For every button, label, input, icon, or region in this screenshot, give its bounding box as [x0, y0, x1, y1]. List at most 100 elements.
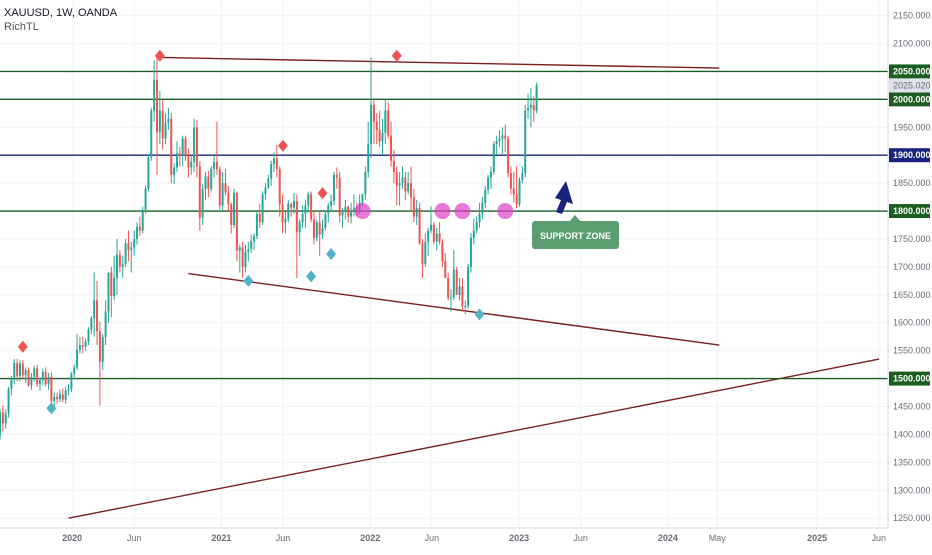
candle-body — [227, 192, 230, 205]
candle-body — [16, 362, 19, 376]
candle-body — [1, 412, 4, 424]
candle-body — [7, 388, 10, 414]
candle-body — [4, 413, 7, 424]
price-axis: 2150.000 2100.000 2050.000 2000.000 1950.000… — [887, 0, 932, 550]
candle-body — [10, 379, 13, 389]
price-tick-label: 1750.000 — [893, 234, 931, 244]
candlestick-series — [0, 57, 538, 441]
candle-body — [264, 187, 267, 195]
candle-body — [318, 222, 321, 235]
candle-body — [324, 213, 327, 228]
chart-header: XAUUSD, 1W, OANDA RichTL — [4, 6, 117, 34]
support-touch-circle — [354, 203, 371, 220]
candle-body — [173, 167, 176, 175]
candle-body — [84, 341, 87, 347]
candle-body — [332, 174, 335, 201]
candle-body — [341, 211, 344, 216]
level-price-tag — [889, 64, 930, 79]
candle-body — [447, 278, 450, 298]
candle-body — [321, 227, 324, 235]
horizontal-levels — [0, 70, 888, 380]
candle-body — [141, 209, 144, 231]
candle-body — [430, 225, 433, 231]
trend-line-upper — [159, 56, 720, 69]
candle-body — [315, 222, 318, 238]
candle-body — [495, 141, 498, 145]
candle-body — [118, 254, 121, 267]
time-tick-label: Jun — [573, 533, 588, 543]
candle-body — [432, 225, 435, 242]
candle-body — [392, 160, 395, 172]
top-pivot-marker — [391, 49, 402, 62]
candle-body — [250, 241, 253, 250]
candle-body — [507, 138, 510, 174]
candle-body — [27, 370, 30, 386]
candle-body — [410, 183, 413, 198]
bottom-pivot-marker — [326, 248, 337, 261]
candle-body — [290, 203, 293, 208]
time-tick-label: Jun — [871, 533, 886, 543]
candle-body — [461, 286, 464, 306]
callout-pointer — [569, 215, 581, 222]
candle-body — [270, 164, 273, 179]
price-tick-label: 1300.000 — [893, 485, 931, 495]
candle-body — [93, 300, 96, 319]
candle-body — [195, 127, 198, 167]
level-price-tag — [889, 371, 930, 386]
candle-body — [235, 193, 238, 251]
candle-body — [361, 194, 364, 203]
candle-body — [438, 233, 441, 242]
candle-body — [529, 104, 532, 108]
price-tick-label: 1450.000 — [893, 402, 931, 412]
candle-body — [175, 153, 178, 168]
candle-body — [335, 174, 338, 178]
candle-body — [352, 208, 355, 212]
time-tick-label: 2023 — [509, 533, 529, 543]
price-tick-label: 1250.000 — [893, 513, 931, 523]
candle-body — [193, 127, 196, 162]
candle-body — [418, 208, 421, 244]
candle-body — [481, 202, 484, 214]
candle-body — [181, 138, 184, 156]
time-tick-label: Jun — [276, 533, 291, 543]
candle-body — [215, 161, 218, 170]
candle-body — [96, 300, 99, 332]
level-price-label: 1800.000 — [893, 206, 931, 216]
candle-body — [312, 219, 315, 238]
candle-body — [230, 204, 233, 226]
candle-body — [30, 376, 33, 386]
candle-body — [161, 110, 164, 139]
candle-body — [472, 230, 475, 238]
candle-body — [415, 208, 418, 217]
candle-body — [107, 272, 110, 312]
time-axis: 2020 Jun 2021 Jun 2022 Jun 2023 Jun 2024 May 2025 J… — [0, 527, 932, 550]
candle-body — [467, 266, 470, 306]
candle-body — [147, 157, 150, 189]
bottom-pivot-marker — [474, 308, 485, 321]
support-touch-circle — [497, 203, 514, 220]
support-touch-circle — [434, 203, 451, 220]
price-tick-label: 1700.000 — [893, 262, 931, 272]
candle-body — [38, 380, 41, 385]
candle-body — [475, 222, 478, 231]
pivot-markers — [17, 49, 485, 415]
time-tick-label: 2025 — [807, 533, 827, 543]
candle-body — [13, 362, 16, 380]
candle-body — [350, 211, 353, 217]
grid — [0, 0, 888, 528]
indicator-name[interactable]: RichTL — [4, 21, 39, 33]
candle-body — [170, 118, 173, 175]
time-tick-label: Jun — [127, 533, 142, 543]
candle-body — [261, 194, 264, 223]
candle-body — [184, 138, 187, 156]
candle-body — [73, 367, 76, 375]
price-tick-label: 1350.000 — [893, 457, 931, 467]
candle-body — [532, 104, 535, 111]
candle-body — [464, 305, 467, 307]
candle-body — [116, 254, 119, 279]
candle-body — [344, 206, 347, 212]
candle-body — [364, 171, 367, 195]
candle-body — [247, 249, 250, 252]
